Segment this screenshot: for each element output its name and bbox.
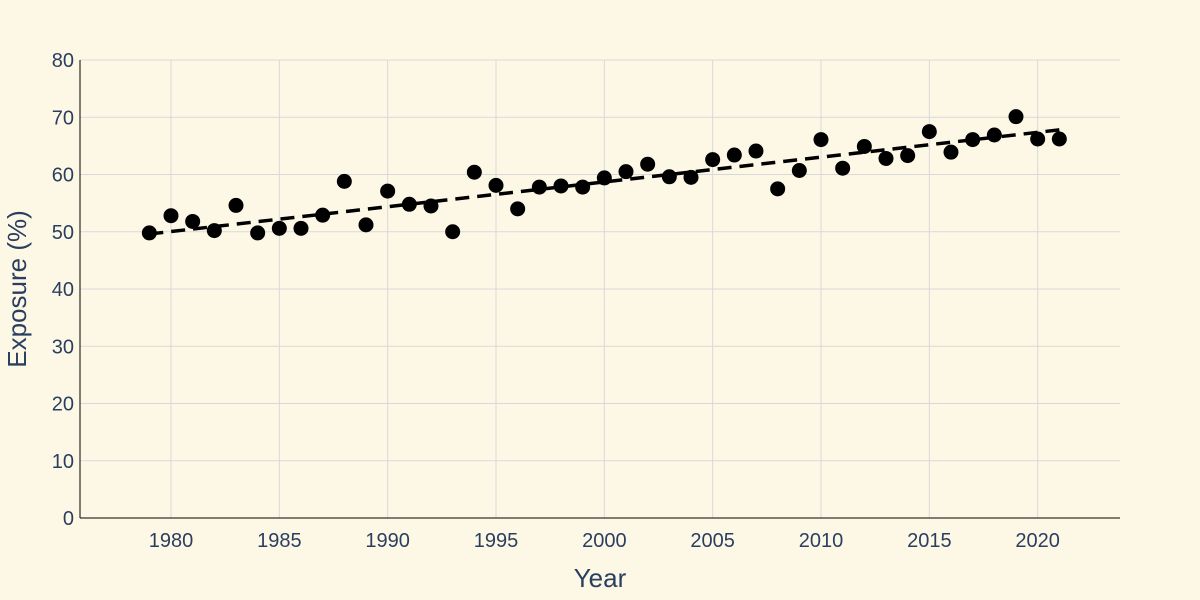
axes bbox=[79, 60, 1120, 519]
data-point bbox=[531, 179, 547, 195]
data-point bbox=[553, 178, 569, 194]
data-point bbox=[748, 143, 764, 159]
x-tick-label: 1980 bbox=[149, 530, 194, 552]
data-point bbox=[228, 197, 244, 213]
y-tick-label: 60 bbox=[52, 165, 74, 187]
data-point bbox=[1051, 131, 1067, 147]
x-axis-title: Year bbox=[574, 563, 627, 593]
y-tick-label: 70 bbox=[52, 107, 74, 129]
x-tick-label: 2010 bbox=[799, 530, 844, 552]
data-point bbox=[358, 217, 374, 233]
data-point bbox=[683, 169, 699, 185]
data-point bbox=[943, 144, 959, 160]
x-tick-label: 2000 bbox=[582, 530, 627, 552]
data-point bbox=[271, 220, 287, 236]
data-point bbox=[336, 173, 352, 189]
data-point bbox=[965, 132, 981, 148]
y-tick-label: 0 bbox=[63, 508, 74, 530]
x-tick-label: 1985 bbox=[257, 530, 302, 552]
data-point bbox=[770, 181, 786, 197]
data-point bbox=[163, 208, 179, 224]
data-points bbox=[141, 109, 1067, 241]
data-point bbox=[921, 124, 937, 140]
x-tick-label: 2005 bbox=[690, 530, 735, 552]
data-point bbox=[510, 201, 526, 217]
data-point bbox=[618, 164, 634, 180]
data-point bbox=[185, 213, 201, 229]
data-point bbox=[596, 170, 612, 186]
data-point bbox=[813, 132, 829, 148]
data-point bbox=[878, 150, 894, 166]
data-point bbox=[423, 198, 439, 214]
y-tick-label: 20 bbox=[52, 394, 74, 416]
gridlines bbox=[80, 59, 1120, 518]
data-point bbox=[856, 138, 872, 154]
data-point bbox=[1008, 109, 1024, 125]
data-point bbox=[206, 223, 222, 239]
data-point bbox=[726, 147, 742, 163]
data-point bbox=[401, 196, 417, 212]
y-tick-label: 80 bbox=[52, 50, 74, 72]
data-point bbox=[835, 160, 851, 176]
y-tick-label: 50 bbox=[52, 222, 74, 244]
x-tick-label: 1990 bbox=[365, 530, 410, 552]
data-point bbox=[705, 152, 721, 168]
y-tick-label: 30 bbox=[52, 336, 74, 358]
data-point bbox=[293, 220, 309, 236]
data-point bbox=[466, 164, 482, 180]
x-tick-label: 1995 bbox=[474, 530, 519, 552]
data-point bbox=[575, 179, 591, 195]
data-point bbox=[445, 224, 461, 240]
data-point bbox=[1030, 131, 1046, 147]
data-point bbox=[380, 183, 396, 199]
data-point bbox=[640, 156, 656, 172]
data-point bbox=[900, 148, 916, 164]
data-point bbox=[791, 162, 807, 178]
x-tick-label: 2020 bbox=[1015, 530, 1060, 552]
x-tick-label: 2015 bbox=[907, 530, 952, 552]
data-point bbox=[141, 225, 157, 241]
data-point bbox=[661, 169, 677, 185]
y-axis-title: Exposure (%) bbox=[2, 210, 32, 368]
tick-labels: 1980 1985 1990 1995 2000 2005 2010 2015 2020 0 10 2… bbox=[52, 50, 1060, 552]
data-point bbox=[488, 177, 504, 193]
data-point bbox=[315, 207, 331, 223]
y-tick-label: 10 bbox=[52, 451, 74, 473]
y-tick-label: 40 bbox=[52, 279, 74, 301]
data-point bbox=[986, 127, 1002, 143]
data-point bbox=[250, 225, 266, 241]
